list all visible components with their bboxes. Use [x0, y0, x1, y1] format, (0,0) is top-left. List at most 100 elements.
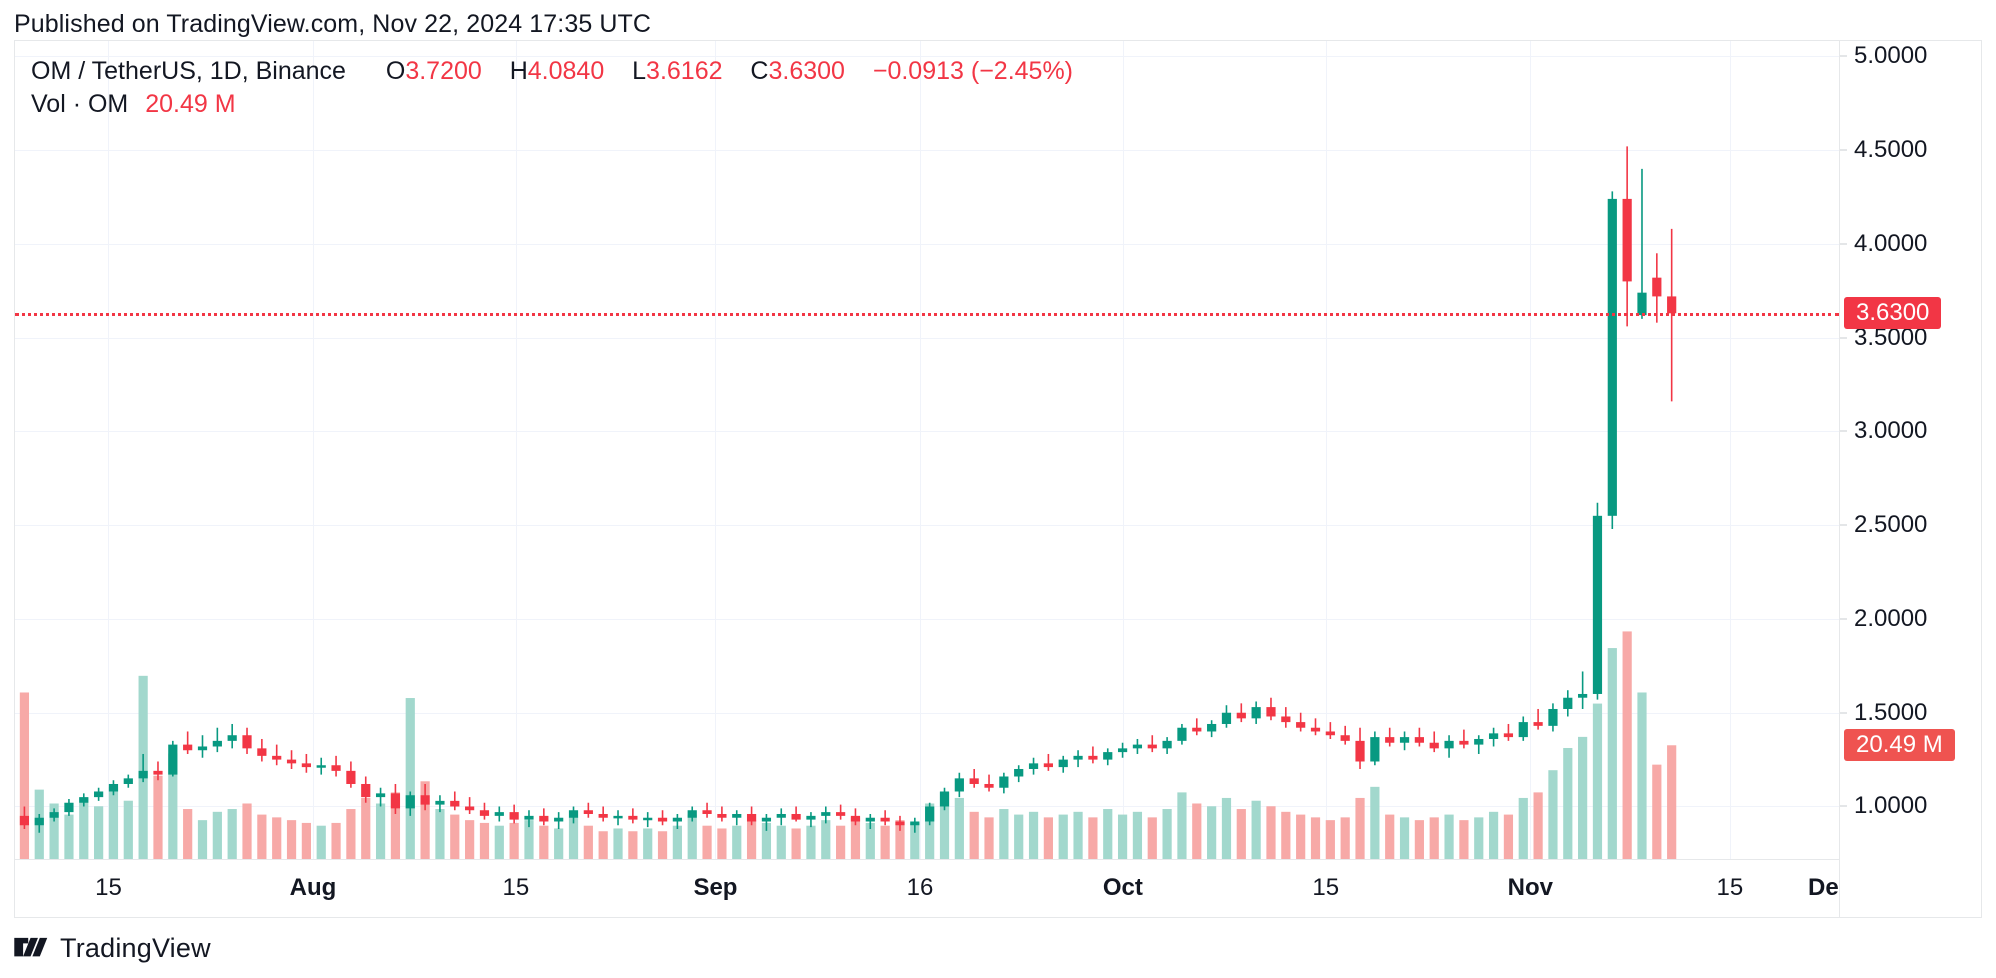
volume-bar [1310, 817, 1321, 859]
chart-plot-area[interactable] [15, 41, 1839, 917]
candle-body [895, 821, 905, 826]
candle-body [1177, 727, 1187, 741]
candle-body [1414, 737, 1424, 743]
candle-body [1578, 693, 1588, 698]
candle-body [108, 783, 119, 792]
candle-body [361, 783, 371, 798]
volume-bar [1296, 814, 1306, 859]
volume-bar [405, 698, 415, 859]
price-tick-label: 2.5000 [1854, 511, 1928, 539]
gridline-horizontal [15, 712, 1839, 714]
time-tick-label: 15 [502, 874, 530, 901]
candle-body [64, 802, 74, 813]
current-price-badge: 3.6300 [1844, 297, 1942, 330]
candle-body [791, 813, 801, 820]
time-tick-label: 16 [906, 874, 934, 901]
volume-bar [984, 817, 994, 859]
candle-body [1310, 727, 1321, 732]
volume-bar [316, 825, 326, 859]
candle-body [1533, 722, 1543, 726]
volume-bar [717, 828, 727, 859]
time-axis[interactable]: 15 Aug 15 Sep 16 Oct 15 Nov 15 Dec [15, 859, 1852, 917]
candle-body [479, 810, 490, 816]
candle-body [628, 815, 638, 820]
gridline-horizontal [15, 150, 1839, 152]
candle-body [568, 810, 579, 818]
candle-body [286, 759, 297, 764]
candle-body [554, 817, 564, 822]
price-tick-dash [1840, 618, 1847, 620]
volume-bar [598, 831, 608, 859]
price-tick-dash [1840, 149, 1847, 151]
candle-body [1607, 198, 1617, 516]
candle-body [405, 795, 415, 809]
price-tick-label: 5.0000 [1854, 42, 1928, 70]
volume-bar [539, 825, 549, 859]
candle-body [880, 817, 890, 822]
time-tick-label: 15 [1716, 874, 1744, 901]
volume-bar [94, 806, 104, 859]
price-tick-dash [1840, 524, 1847, 526]
price-tick-label: 2.0000 [1854, 604, 1928, 632]
candle-body [702, 810, 712, 814]
volume-bar [687, 814, 697, 859]
candle-body [969, 778, 979, 784]
volume-bar [123, 800, 133, 859]
candle-body [1103, 752, 1113, 760]
candle-body [613, 815, 623, 819]
volume-bar [19, 692, 30, 859]
candle-body [732, 813, 742, 818]
volume-bar [776, 825, 786, 859]
candle-body [524, 815, 534, 820]
candle-body [375, 793, 386, 798]
price-tick-label: 1.5000 [1854, 698, 1928, 726]
candle-body [1563, 697, 1573, 709]
volume-bar [1399, 817, 1410, 859]
volume-bar [939, 792, 950, 859]
volume-bar [568, 817, 579, 859]
volume-bar [1132, 811, 1143, 859]
candle-body [806, 815, 816, 820]
volume-bar [925, 803, 935, 859]
volume-bar [1236, 809, 1246, 859]
volume-bar [954, 797, 964, 859]
volume-bar [895, 820, 905, 859]
volume-bar [346, 809, 356, 859]
volume-bar [1266, 806, 1276, 859]
price-axis[interactable]: 3.6300 20.49 M 5.0000 4.5000 4.0000 3.5000 3… [1839, 41, 1981, 917]
candle-body [1117, 748, 1128, 753]
volume-bar [1281, 811, 1291, 859]
candle-body [925, 806, 935, 822]
candle-body [1162, 740, 1172, 749]
gridline-vertical [515, 41, 517, 859]
volume-bar [390, 792, 401, 859]
candle-body [539, 815, 549, 822]
volume-bar [702, 825, 712, 859]
volume-bar [850, 817, 861, 859]
candle-body [1281, 716, 1291, 723]
volume-bar [1325, 820, 1335, 859]
price-tick-label: 4.5000 [1854, 136, 1928, 164]
volume-bar [1192, 803, 1202, 859]
candle-body [583, 810, 593, 814]
volume-bar [1221, 797, 1232, 859]
gridline-vertical [1325, 41, 1327, 859]
gridline-horizontal [15, 56, 1839, 58]
volume-bar [1340, 817, 1350, 859]
volume-bar [450, 814, 460, 859]
price-tick-dash [1840, 243, 1847, 245]
candle-body [984, 783, 994, 788]
volume-bar [821, 820, 831, 859]
candle-body [197, 746, 208, 751]
volume-bar [1177, 792, 1187, 859]
candle-body [420, 795, 430, 805]
candle-body [776, 813, 786, 818]
candle-body [910, 821, 920, 826]
volume-bar [1503, 814, 1514, 859]
gridline-horizontal [15, 431, 1839, 433]
volume-bar [1355, 797, 1365, 859]
volume-bar [435, 809, 445, 859]
candle-body [1147, 744, 1157, 749]
candle-body [1251, 707, 1261, 719]
candle-body [1429, 742, 1439, 749]
